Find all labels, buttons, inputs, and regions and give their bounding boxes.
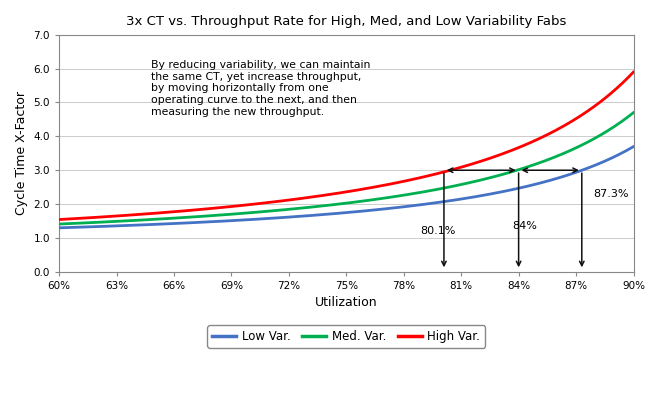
Low Var. <box>630 145 638 149</box>
Text: By reducing variability, we can maintain
the same CT, yet increase throughput,
b: By reducing variability, we can maintain… <box>151 60 370 116</box>
Med. Var. <box>616 121 624 126</box>
Med. Var. <box>331 202 339 207</box>
High Var. <box>366 185 374 190</box>
High Var. <box>331 191 339 196</box>
Low Var. <box>366 208 374 213</box>
Med. Var. <box>328 202 336 207</box>
Line: Low Var.: Low Var. <box>59 147 634 228</box>
Line: Med. Var.: Med. Var. <box>59 113 634 224</box>
Low Var. <box>55 225 63 230</box>
High Var. <box>397 179 405 184</box>
Low Var. <box>526 183 534 188</box>
High Var. <box>328 192 336 196</box>
Low Var. <box>328 211 336 216</box>
Text: 84%: 84% <box>512 221 537 231</box>
Low Var. <box>616 152 624 156</box>
High Var. <box>616 84 624 88</box>
Legend: Low Var., Med. Var., High Var.: Low Var., Med. Var., High Var. <box>207 325 485 348</box>
High Var. <box>55 217 63 222</box>
X-axis label: Utilization: Utilization <box>315 297 378 309</box>
High Var. <box>526 141 534 145</box>
Y-axis label: Cycle Time X-Factor: Cycle Time X-Factor <box>15 91 28 215</box>
Text: 87.3%: 87.3% <box>593 189 629 199</box>
Low Var. <box>331 211 339 216</box>
Line: High Var.: High Var. <box>59 72 634 219</box>
Med. Var. <box>397 193 405 198</box>
High Var. <box>630 70 638 74</box>
Med. Var. <box>630 110 638 115</box>
Med. Var. <box>366 198 374 202</box>
Med. Var. <box>55 222 63 227</box>
Low Var. <box>397 205 405 209</box>
Title: 3x CT vs. Throughput Rate for High, Med, and Low Variability Fabs: 3x CT vs. Throughput Rate for High, Med,… <box>126 15 566 28</box>
Text: 80.1%: 80.1% <box>420 226 456 236</box>
Med. Var. <box>526 164 534 169</box>
